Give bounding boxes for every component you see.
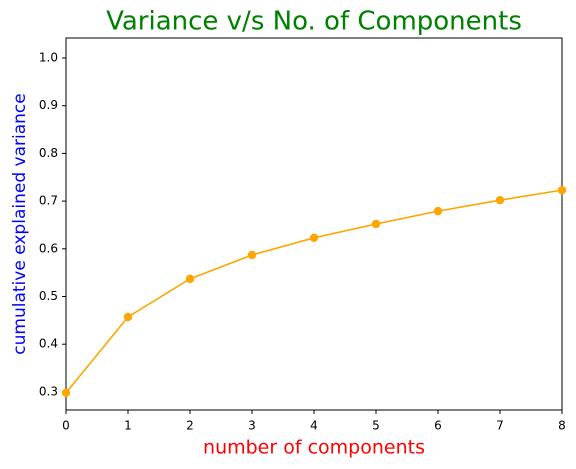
y-tick-label: 1.0	[39, 51, 58, 65]
y-axis-label: cumulative explained variance	[10, 93, 30, 354]
y-tick-label: 0.5	[39, 289, 58, 303]
data-point	[123, 312, 133, 322]
data-point	[247, 250, 257, 260]
data-point	[185, 274, 195, 284]
data-point	[433, 206, 443, 216]
chart-title: Variance v/s No. of Components	[106, 7, 522, 37]
x-tick-label: 7	[496, 419, 504, 433]
plot-frame	[65, 37, 563, 411]
x-tick-label: 6	[434, 419, 442, 433]
y-tick-label: 0.6	[39, 241, 58, 255]
data-point	[495, 195, 505, 205]
y-tick-label: 0.7	[39, 194, 58, 208]
data-point	[557, 185, 567, 195]
x-tick-label: 3	[248, 419, 256, 433]
x-tick-label: 4	[310, 419, 318, 433]
data-point	[309, 233, 319, 243]
series-line	[65, 189, 563, 394]
x-tick-label: 8	[558, 419, 566, 433]
x-tick-label: 2	[186, 419, 194, 433]
y-tick-label: 0.9	[39, 98, 58, 112]
x-axis-label: number of components	[203, 437, 425, 459]
x-tick-label: 5	[372, 419, 380, 433]
y-tick-label: 0.8	[39, 146, 58, 160]
x-tick-label: 1	[124, 419, 132, 433]
data-point	[61, 388, 71, 398]
x-tick-label: 0	[62, 419, 70, 433]
y-tick-label: 0.4	[39, 337, 58, 351]
y-tick-label: 0.3	[39, 384, 58, 398]
data-point	[371, 219, 381, 229]
